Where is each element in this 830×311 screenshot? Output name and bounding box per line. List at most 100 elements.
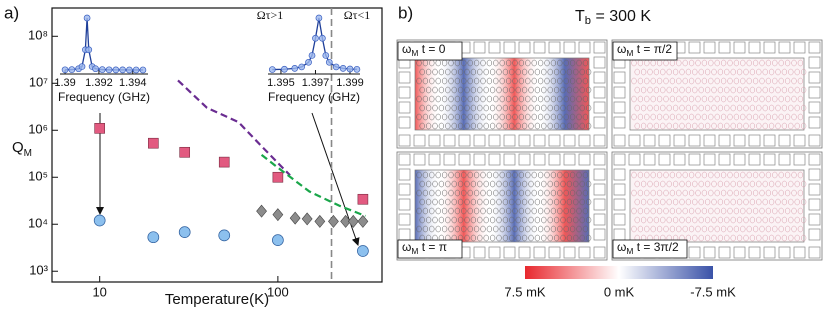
- hole: [432, 198, 438, 206]
- hole: [759, 113, 765, 121]
- hole: [672, 216, 679, 224]
- hole: [573, 122, 579, 130]
- hole: [730, 104, 736, 112]
- hole: [477, 68, 483, 76]
- hole: [531, 77, 537, 85]
- hole: [688, 171, 695, 179]
- hole: [573, 198, 579, 206]
- hole: [448, 77, 454, 85]
- hole: [743, 68, 749, 76]
- hole: [566, 180, 573, 188]
- hole: [486, 59, 493, 67]
- hole: [644, 95, 650, 103]
- hole: [682, 189, 688, 197]
- hole: [582, 113, 589, 121]
- trend-line: [260, 153, 366, 217]
- hole: [425, 122, 432, 130]
- hole: [634, 86, 640, 94]
- hole: [534, 198, 541, 206]
- hole: [679, 216, 685, 224]
- hole: [518, 171, 525, 179]
- hole: [553, 68, 560, 76]
- hole: [666, 68, 672, 76]
- hole: [505, 77, 512, 85]
- hole: [704, 68, 711, 76]
- hole: [512, 207, 518, 215]
- hole: [534, 86, 541, 94]
- hole: [525, 113, 531, 121]
- hole: [499, 77, 505, 85]
- hole: [781, 86, 788, 94]
- hole: [714, 207, 720, 215]
- inset-point: [291, 65, 299, 72]
- hole: [496, 68, 502, 76]
- hole: [650, 113, 656, 121]
- tab: [593, 56, 606, 69]
- hole: [422, 77, 429, 85]
- hole: [505, 59, 512, 67]
- hole: [477, 180, 483, 188]
- hole: [585, 234, 592, 242]
- hole: [781, 104, 788, 112]
- hole: [717, 86, 724, 94]
- hole: [752, 113, 759, 121]
- hole: [451, 122, 457, 130]
- hole: [525, 225, 531, 233]
- hole: [746, 59, 752, 67]
- hole: [499, 171, 505, 179]
- colorbar-label: 7.5 mK: [504, 284, 546, 299]
- panel-b: Tb = 300 KωM t = 0 ωM t = π/2ωM t = π ωM t…: [396, 8, 823, 299]
- hole: [711, 68, 717, 76]
- hole: [676, 171, 682, 179]
- hole: [733, 171, 740, 179]
- hole: [676, 77, 682, 85]
- hole: [416, 171, 422, 179]
- hole: [647, 86, 653, 94]
- hole: [650, 95, 656, 103]
- hole: [788, 180, 794, 188]
- hole: [528, 104, 534, 112]
- hole: [557, 77, 563, 85]
- tab: [563, 246, 576, 259]
- hole: [454, 95, 461, 103]
- hole: [775, 86, 781, 94]
- hole: [432, 68, 438, 76]
- hole: [768, 234, 775, 242]
- tab: [673, 153, 686, 166]
- hole: [788, 68, 794, 76]
- hole: [656, 171, 663, 179]
- hole: [688, 113, 695, 121]
- hole: [473, 59, 480, 67]
- inset-point: [305, 58, 312, 66]
- hole: [550, 189, 557, 197]
- hole: [647, 180, 653, 188]
- hole: [422, 113, 429, 121]
- hole: [711, 234, 717, 242]
- hole: [537, 113, 544, 121]
- hole: [585, 122, 592, 130]
- hole: [512, 77, 518, 85]
- hole: [631, 189, 637, 197]
- hole: [663, 189, 669, 197]
- hole: [441, 189, 448, 197]
- tab: [593, 213, 606, 226]
- hole: [528, 216, 534, 224]
- hole: [461, 171, 467, 179]
- hole: [470, 216, 477, 224]
- hole: [470, 180, 477, 188]
- hole: [502, 216, 509, 224]
- hole: [765, 207, 772, 215]
- hole: [557, 225, 563, 233]
- hole: [582, 95, 589, 103]
- hole: [759, 171, 765, 179]
- hole: [765, 225, 772, 233]
- hole: [640, 86, 647, 94]
- hole: [573, 68, 579, 76]
- hole: [698, 234, 704, 242]
- tab: [613, 213, 626, 226]
- hole: [432, 122, 438, 130]
- point: [94, 123, 105, 134]
- tab: [658, 153, 671, 166]
- hole: [483, 104, 489, 112]
- hole: [653, 68, 660, 76]
